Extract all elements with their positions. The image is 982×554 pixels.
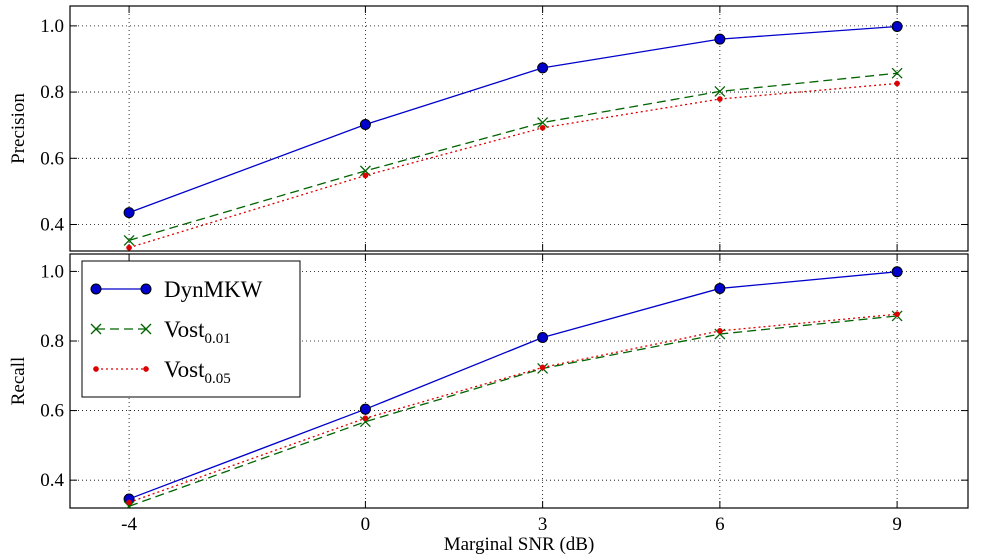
x-tick-label: -4 [121,514,137,535]
y-tick-label: 1.0 [40,16,64,37]
precision-panel: 0.4 0.6 0.8 1.0 Precision [8,6,968,251]
data-point [538,333,548,343]
data-point [363,173,368,178]
y-tick-label: 0.8 [40,331,64,352]
y-tick-label: 0.4 [40,215,64,236]
data-point [124,208,134,218]
series-line [129,83,897,247]
plot-frame [70,6,968,251]
legend-label: DynMKW [164,277,263,302]
data-point [892,22,902,32]
x-tick-label: 9 [892,514,902,535]
legend-marker [143,366,148,371]
x-tick-label: 0 [361,514,371,535]
series-line [129,27,897,213]
x-tick-label: 3 [538,514,548,535]
y-axis-label: Precision [8,93,29,164]
data-point [892,267,902,277]
y-tick-label: 0.6 [40,148,64,169]
legend-marker [93,366,98,371]
y-tick-label: 1.0 [40,261,64,282]
data-point [124,235,134,245]
legend-marker [91,284,101,294]
data-point [717,328,722,333]
data-point [895,81,900,86]
data-point [363,416,368,421]
data-point [715,283,725,293]
data-point [360,120,370,130]
legend-marker [141,284,151,294]
data-point [540,365,545,370]
y-tick-label: 0.6 [40,401,64,422]
y-axis-label: Recall [8,357,29,406]
x-tick-label: 6 [715,514,725,535]
series-group [124,22,902,251]
data-point [360,404,370,414]
data-point [717,96,722,101]
data-point [126,245,131,250]
data-point [895,312,900,317]
data-point [538,63,548,73]
data-point [715,34,725,44]
y-tick-label: 0.8 [40,82,64,103]
series-line [129,73,897,240]
data-point [540,125,545,130]
data-point [126,500,131,505]
grid [70,6,968,251]
y-tick-label: 0.4 [40,470,64,491]
x-axis-label: Marginal SNR (dB) [444,534,595,554]
